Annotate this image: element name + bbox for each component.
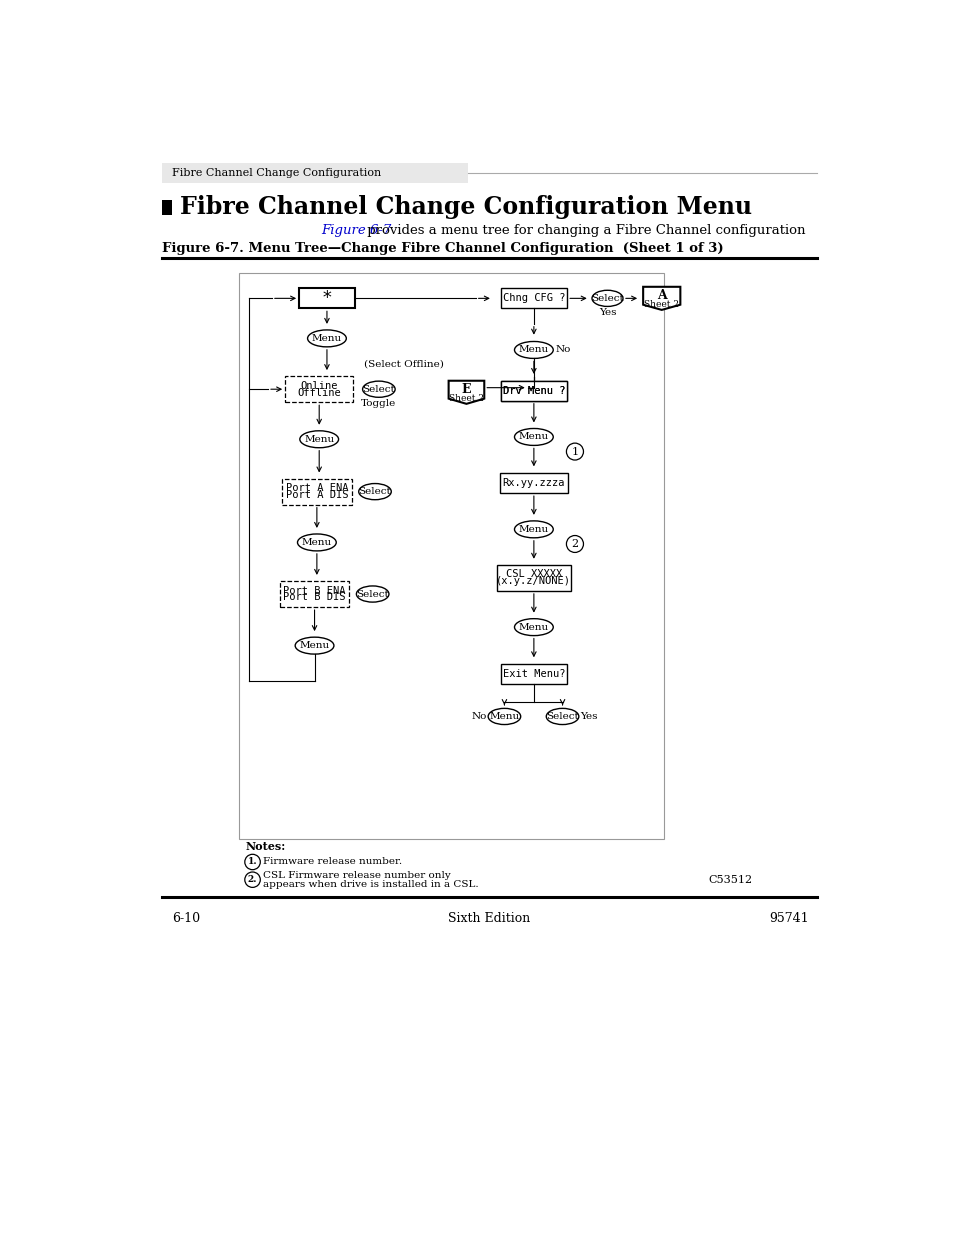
- Text: 1.: 1.: [248, 857, 257, 867]
- Text: Menu: Menu: [312, 333, 342, 343]
- FancyBboxPatch shape: [162, 163, 468, 183]
- Text: Figure 6-7: Figure 6-7: [320, 224, 391, 237]
- FancyBboxPatch shape: [279, 580, 349, 608]
- Text: Fibre Channel Change Configuration Menu: Fibre Channel Change Configuration Menu: [179, 195, 751, 220]
- Text: Exit Menu?: Exit Menu?: [502, 669, 564, 679]
- Ellipse shape: [592, 290, 622, 306]
- Text: Select: Select: [358, 487, 391, 496]
- Text: Menu: Menu: [518, 346, 548, 354]
- FancyBboxPatch shape: [285, 377, 353, 403]
- Text: (x.y.z/NONE): (x.y.z/NONE): [496, 577, 571, 587]
- Text: Select: Select: [591, 294, 623, 303]
- Text: Port B ENA: Port B ENA: [283, 585, 345, 595]
- Ellipse shape: [514, 429, 553, 446]
- Text: Select: Select: [362, 385, 395, 394]
- Text: Menu: Menu: [518, 525, 548, 534]
- Text: Drv Menu ?: Drv Menu ?: [502, 385, 564, 395]
- Text: (Select Offline): (Select Offline): [364, 359, 443, 368]
- Text: 1: 1: [571, 447, 578, 457]
- Text: Offline: Offline: [297, 388, 341, 398]
- FancyBboxPatch shape: [500, 288, 567, 309]
- Polygon shape: [448, 380, 484, 404]
- FancyBboxPatch shape: [298, 288, 355, 309]
- FancyBboxPatch shape: [499, 473, 567, 493]
- FancyBboxPatch shape: [239, 273, 663, 839]
- Text: Menu: Menu: [489, 711, 519, 721]
- Text: 2: 2: [571, 538, 578, 550]
- Text: Firmware release number.: Firmware release number.: [263, 857, 402, 867]
- Text: No: No: [471, 711, 486, 721]
- Text: Online: Online: [300, 380, 337, 390]
- Text: Sheet 2: Sheet 2: [643, 300, 679, 309]
- Text: Menu: Menu: [518, 432, 548, 441]
- Ellipse shape: [514, 341, 553, 358]
- Text: Select: Select: [546, 711, 578, 721]
- Ellipse shape: [358, 484, 391, 500]
- Text: Chng CFG ?: Chng CFG ?: [502, 294, 564, 304]
- Text: Sheet 2: Sheet 2: [449, 394, 483, 403]
- Circle shape: [245, 872, 260, 888]
- FancyBboxPatch shape: [497, 564, 571, 592]
- Text: Figure 6-7. Menu Tree—Change Fibre Channel Configuration  (Sheet 1 of 3): Figure 6-7. Menu Tree—Change Fibre Chann…: [162, 242, 722, 254]
- Text: Port A ENA: Port A ENA: [285, 483, 348, 493]
- Text: appears when drive is installed in a CSL.: appears when drive is installed in a CSL…: [263, 879, 478, 889]
- Text: Yes: Yes: [579, 711, 598, 721]
- Text: Sixth Edition: Sixth Edition: [447, 911, 530, 925]
- Text: Menu: Menu: [301, 538, 332, 547]
- FancyBboxPatch shape: [500, 380, 567, 401]
- Ellipse shape: [514, 619, 553, 636]
- Text: Drv Menu ?: Drv Menu ?: [502, 385, 564, 395]
- Ellipse shape: [307, 330, 346, 347]
- Text: E: E: [461, 383, 471, 395]
- Ellipse shape: [299, 431, 338, 448]
- Text: Menu: Menu: [518, 622, 548, 631]
- Text: C53512: C53512: [707, 874, 752, 884]
- Text: CSL XXXXX: CSL XXXXX: [505, 569, 561, 579]
- Text: 2.: 2.: [248, 876, 257, 884]
- Text: Menu: Menu: [304, 435, 334, 443]
- Ellipse shape: [514, 521, 553, 537]
- Text: provides a menu tree for changing a Fibre Channel configuration: provides a menu tree for changing a Fibr…: [363, 224, 805, 237]
- Ellipse shape: [488, 709, 520, 725]
- Text: Fibre Channel Change Configuration: Fibre Channel Change Configuration: [172, 168, 381, 178]
- Text: No: No: [555, 346, 570, 354]
- Text: CSL Firmware release number only: CSL Firmware release number only: [263, 871, 451, 879]
- Ellipse shape: [294, 637, 334, 655]
- Text: Port B DIS: Port B DIS: [283, 593, 345, 603]
- Text: Menu: Menu: [299, 641, 330, 650]
- Text: Notes:: Notes:: [245, 841, 286, 852]
- Text: *: *: [321, 289, 332, 308]
- Text: Toggle: Toggle: [361, 399, 396, 409]
- Text: Rx.yy.zzza: Rx.yy.zzza: [502, 478, 564, 488]
- Polygon shape: [642, 287, 679, 310]
- Text: Select: Select: [355, 589, 389, 599]
- Bar: [162, 200, 172, 215]
- FancyBboxPatch shape: [500, 664, 567, 684]
- Text: 6-10: 6-10: [172, 911, 200, 925]
- Ellipse shape: [362, 382, 395, 398]
- Text: 95741: 95741: [768, 911, 808, 925]
- FancyBboxPatch shape: [500, 380, 567, 401]
- Text: Yes: Yes: [598, 309, 616, 317]
- Circle shape: [566, 443, 583, 461]
- Ellipse shape: [297, 534, 335, 551]
- Circle shape: [245, 855, 260, 869]
- Text: Port A DIS: Port A DIS: [285, 490, 348, 500]
- FancyBboxPatch shape: [282, 478, 352, 505]
- Ellipse shape: [356, 585, 389, 603]
- Circle shape: [566, 536, 583, 552]
- Ellipse shape: [546, 709, 578, 725]
- Text: A: A: [657, 289, 666, 301]
